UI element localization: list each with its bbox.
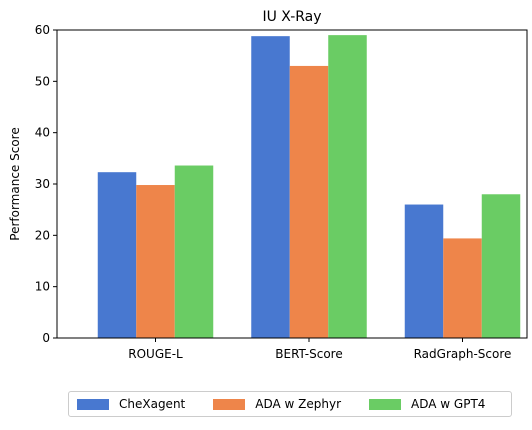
- bar-ada-w-gpt4-bert-score: [328, 35, 367, 339]
- bar-chexagent-bert-score: [251, 36, 290, 338]
- y-tick-label: 40: [35, 126, 50, 140]
- plot-frame: [56, 29, 528, 339]
- x-tick-label: ROUGE-L: [128, 347, 183, 361]
- y-tick-label: 30: [35, 177, 50, 191]
- bar-chexagent-radgraph-score: [404, 204, 444, 338]
- x-tick-label: BERT-Score: [275, 347, 342, 361]
- legend-swatch: [77, 398, 109, 410]
- legend-swatch: [213, 398, 246, 410]
- legend-label: ADA w Zephyr: [255, 397, 342, 411]
- chart-title: IU X-Ray: [262, 9, 321, 25]
- y-axis: 0 10 20 30 40 50 60: [35, 23, 57, 345]
- legend-item: CheXagent: [77, 397, 185, 411]
- bar-chexagent-rouge-l: [97, 172, 137, 338]
- legend: CheXagent ADA w Zephyr ADA w GPT4: [68, 391, 512, 417]
- y-tick-label: 20: [35, 228, 50, 242]
- y-tick-label: 60: [35, 23, 50, 37]
- legend-swatch: [369, 398, 402, 410]
- y-tick-label: 10: [35, 280, 50, 294]
- bar-ada-w-gpt4-radgraph-score: [481, 194, 521, 338]
- y-tick-label: 0: [42, 331, 50, 345]
- bars: [97, 35, 521, 339]
- legend-item: ADA w Zephyr: [213, 397, 341, 411]
- legend-item: ADA w GPT4: [369, 397, 485, 411]
- bar-ada-w-zephyr-radgraph-score: [443, 238, 482, 338]
- x-tick-label: RadGraph-Score: [414, 347, 512, 361]
- x-axis: ROUGE-L BERT-Score RadGraph-Score: [128, 338, 511, 361]
- bar-ada-w-gpt4-rouge-l: [174, 165, 214, 338]
- y-axis-label: Performance Score: [8, 127, 22, 240]
- legend-label: ADA w GPT4: [411, 397, 486, 411]
- legend-label: CheXagent: [119, 397, 186, 411]
- y-tick-label: 50: [35, 74, 50, 88]
- bar-ada-w-zephyr-rouge-l: [136, 185, 175, 338]
- bar-ada-w-zephyr-bert-score: [289, 65, 329, 338]
